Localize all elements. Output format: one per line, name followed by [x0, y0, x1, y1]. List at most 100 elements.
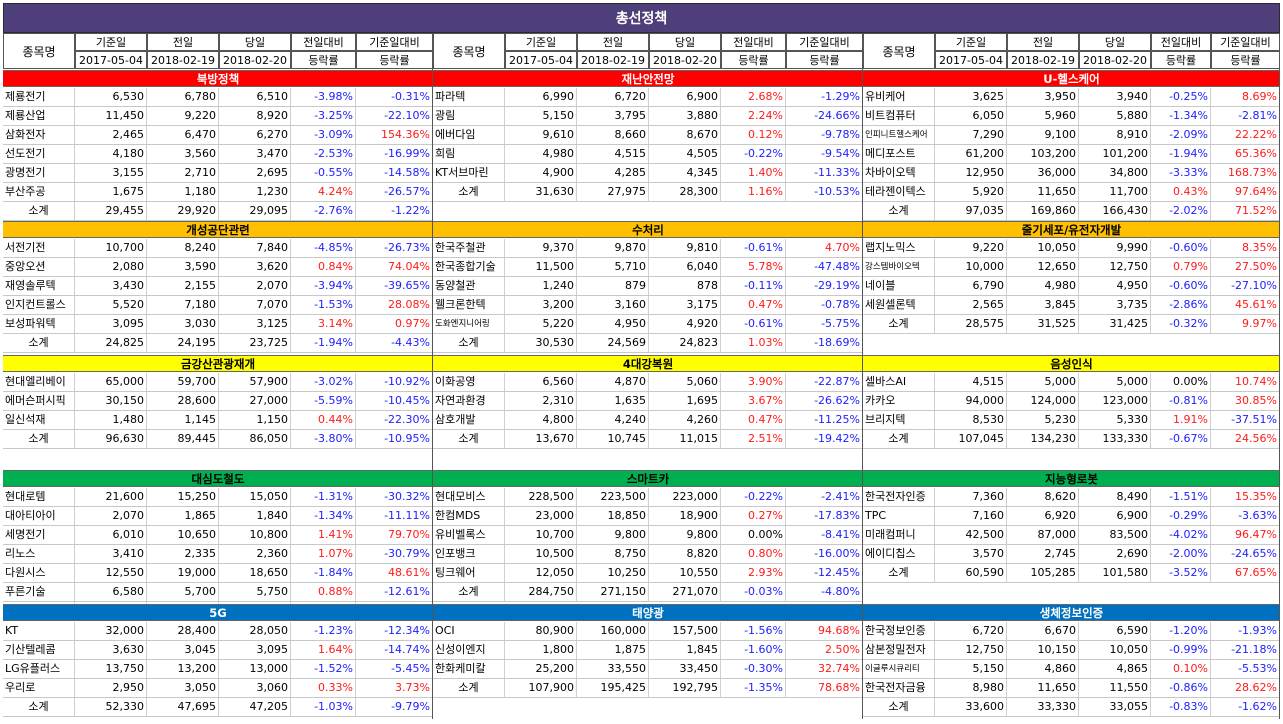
stock-name[interactable]: 우리로 [3, 679, 75, 697]
day-change-rate[interactable]: -0.29% [1151, 507, 1211, 525]
base-change-rate[interactable]: 78.68% [786, 679, 863, 697]
base-change-rate[interactable]: 97.64% [1211, 183, 1280, 201]
day-change-rate[interactable]: -0.61% [721, 239, 786, 257]
base-price[interactable]: 107,900 [505, 679, 577, 697]
today-price[interactable]: 7,070 [219, 296, 291, 314]
base-change-rate[interactable]: -26.73% [356, 239, 433, 257]
base-price[interactable]: 80,900 [505, 622, 577, 640]
base-price[interactable]: 23,000 [505, 507, 577, 525]
day-change-rate[interactable]: 1.40% [721, 164, 786, 182]
prev-price[interactable]: 11,650 [1007, 183, 1079, 201]
base-change-rate[interactable]: 45.61% [1211, 296, 1280, 314]
base-price[interactable]: 6,050 [935, 107, 1007, 125]
stock-name[interactable]: 네이블 [863, 277, 935, 295]
base-price[interactable]: 5,520 [75, 296, 147, 314]
base-change-rate[interactable]: -5.53% [1211, 660, 1280, 678]
day-change-rate[interactable]: 4.24% [291, 183, 356, 201]
prev-price[interactable]: 4,870 [577, 373, 649, 391]
today-price[interactable]: 1,150 [219, 411, 291, 429]
base-change-rate[interactable]: 94.68% [786, 622, 863, 640]
day-change-rate[interactable]: -1.34% [1151, 107, 1211, 125]
today-price[interactable]: 133,330 [1079, 430, 1151, 448]
today-price[interactable]: 29,095 [219, 202, 291, 220]
base-change-rate[interactable]: -9.79% [356, 698, 433, 716]
day-change-rate[interactable]: 0.43% [1151, 183, 1211, 201]
stock-name[interactable]: 삼본정밀전자 [863, 641, 935, 659]
prev-price[interactable]: 2,335 [147, 545, 219, 563]
base-price[interactable]: 4,515 [935, 373, 1007, 391]
prev-price[interactable]: 5,710 [577, 258, 649, 276]
stock-name[interactable]: 유비케어 [863, 88, 935, 106]
stock-name[interactable]: 소계 [863, 202, 935, 220]
day-change-rate[interactable]: 0.00% [1151, 373, 1211, 391]
base-change-rate[interactable]: -1.93% [1211, 622, 1280, 640]
base-price[interactable]: 2,950 [75, 679, 147, 697]
today-price[interactable]: 4,950 [1079, 277, 1151, 295]
base-price[interactable]: 13,750 [75, 660, 147, 678]
base-price[interactable]: 3,095 [75, 315, 147, 333]
day-change-rate[interactable]: -1.84% [291, 564, 356, 582]
base-price[interactable]: 10,700 [75, 239, 147, 257]
today-price[interactable]: 101,580 [1079, 564, 1151, 582]
base-change-rate[interactable]: -9.54% [786, 145, 863, 163]
stock-name[interactable]: 리노스 [3, 545, 75, 563]
base-price[interactable]: 32,000 [75, 622, 147, 640]
today-price[interactable]: 9,800 [649, 526, 721, 544]
prev-price[interactable]: 9,800 [577, 526, 649, 544]
prev-price[interactable]: 31,525 [1007, 315, 1079, 333]
prev-price[interactable]: 105,285 [1007, 564, 1079, 582]
day-change-rate[interactable]: -0.32% [1151, 315, 1211, 333]
base-change-rate[interactable]: 9.97% [1211, 315, 1280, 333]
base-change-rate[interactable]: -22.87% [786, 373, 863, 391]
prev-price[interactable]: 3,845 [1007, 296, 1079, 314]
prev-price[interactable]: 28,400 [147, 622, 219, 640]
stock-name[interactable]: 다원시스 [3, 564, 75, 582]
prev-price[interactable]: 5,230 [1007, 411, 1079, 429]
base-price[interactable]: 60,590 [935, 564, 1007, 582]
day-change-rate[interactable]: 0.79% [1151, 258, 1211, 276]
stock-name[interactable]: 선도전기 [3, 145, 75, 163]
stock-name[interactable]: TPC [863, 507, 935, 525]
prev-price[interactable]: 47,695 [147, 698, 219, 716]
today-price[interactable]: 11,550 [1079, 679, 1151, 697]
prev-price[interactable]: 89,445 [147, 430, 219, 448]
base-change-rate[interactable]: 8.35% [1211, 239, 1280, 257]
prev-price[interactable]: 10,745 [577, 430, 649, 448]
stock-name[interactable]: 광명전기 [3, 164, 75, 182]
today-price[interactable]: 7,840 [219, 239, 291, 257]
day-change-rate[interactable]: -0.22% [721, 145, 786, 163]
today-price[interactable]: 8,820 [649, 545, 721, 563]
prev-price[interactable]: 103,200 [1007, 145, 1079, 163]
today-price[interactable]: 4,865 [1079, 660, 1151, 678]
base-change-rate[interactable]: -37.51% [1211, 411, 1280, 429]
day-change-rate[interactable]: 0.00% [721, 526, 786, 544]
today-price[interactable]: 878 [649, 277, 721, 295]
prev-price[interactable]: 3,050 [147, 679, 219, 697]
today-price[interactable]: 9,810 [649, 239, 721, 257]
stock-name[interactable]: 삼화전자 [3, 126, 75, 144]
base-change-rate[interactable]: -24.66% [786, 107, 863, 125]
prev-price[interactable]: 271,150 [577, 583, 649, 601]
prev-price[interactable]: 59,700 [147, 373, 219, 391]
day-change-rate[interactable]: -0.83% [1151, 698, 1211, 716]
stock-name[interactable]: OCI [433, 622, 505, 640]
base-change-rate[interactable]: -39.65% [356, 277, 433, 295]
day-change-rate[interactable]: 2.68% [721, 88, 786, 106]
base-change-rate[interactable]: -11.25% [786, 411, 863, 429]
today-price[interactable]: 47,205 [219, 698, 291, 716]
base-price[interactable]: 12,950 [935, 164, 1007, 182]
day-change-rate[interactable]: 0.47% [721, 411, 786, 429]
prev-price[interactable]: 33,330 [1007, 698, 1079, 716]
day-change-rate[interactable]: 3.90% [721, 373, 786, 391]
prev-price[interactable]: 6,470 [147, 126, 219, 144]
base-price[interactable]: 12,750 [935, 641, 1007, 659]
stock-name[interactable]: 재영솔루텍 [3, 277, 75, 295]
base-change-rate[interactable]: -24.65% [1211, 545, 1280, 563]
today-price[interactable]: 18,900 [649, 507, 721, 525]
prev-price[interactable]: 3,045 [147, 641, 219, 659]
stock-name[interactable]: 브리지텍 [863, 411, 935, 429]
stock-name[interactable]: 소계 [3, 430, 75, 448]
stock-name[interactable]: 강스템바이오텍 [863, 258, 935, 276]
prev-price[interactable]: 6,670 [1007, 622, 1079, 640]
today-price[interactable]: 28,300 [649, 183, 721, 201]
